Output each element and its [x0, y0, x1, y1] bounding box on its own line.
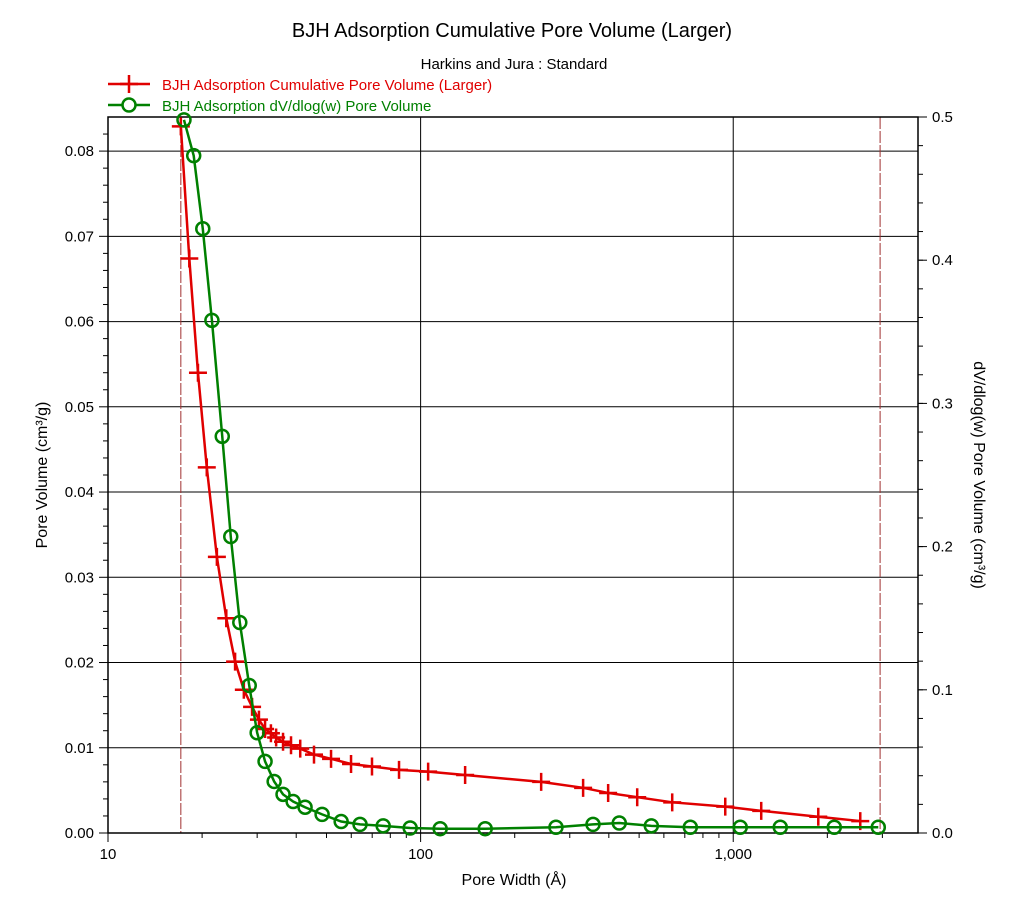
- y-tick-label: 0.01: [65, 740, 94, 757]
- data-point-plus: [574, 778, 593, 797]
- data-point-circle: [232, 614, 248, 631]
- grid: [108, 117, 918, 833]
- data-point-plus: [532, 772, 551, 791]
- data-point-plus: [362, 757, 381, 776]
- data-point-circle: [585, 816, 601, 833]
- y2-tick-label: 0.2: [932, 539, 953, 556]
- data-point-circle: [432, 820, 448, 837]
- y-tick-label: 0.02: [65, 655, 94, 672]
- data-point-plus: [188, 363, 207, 382]
- data-point-plus: [217, 609, 236, 628]
- data-point-circle: [241, 677, 257, 694]
- y-tick-label: 0.07: [65, 228, 94, 245]
- series-line-1: [182, 119, 879, 830]
- data-point-plus: [456, 766, 475, 785]
- data-point-circle: [333, 813, 349, 830]
- data-point-plus: [197, 458, 216, 477]
- data-point-plus: [599, 783, 618, 802]
- data-point-plus: [663, 793, 682, 812]
- y2-tick-label: 0.3: [932, 395, 953, 412]
- y-tick-label: 0.08: [65, 143, 94, 160]
- chart-title: BJH Adsorption Cumulative Pore Volume (L…: [292, 20, 732, 42]
- y2-tick-label: 0.1: [932, 682, 953, 699]
- data-point-circle: [185, 147, 202, 164]
- series-line-0: [179, 126, 861, 823]
- axes: 0.00 0.01 0.02 0.03 0.04 0.05 0.06 0.07 0.08 0.0 0…: [65, 109, 953, 863]
- data-point-circle: [870, 819, 887, 836]
- data-point-circle: [266, 773, 282, 790]
- data-point-plus: [322, 749, 341, 768]
- legend: BJH Adsorption Cumulative Pore Volume (L…: [108, 75, 492, 115]
- data-point-plus: [628, 788, 647, 807]
- data-point-circle: [176, 112, 192, 128]
- x-tick-label: 1,000: [714, 846, 752, 863]
- data-point-circle: [223, 528, 239, 545]
- y2-axis-label: dV/dlog(w) Pore Volume (cm³/g): [970, 361, 987, 589]
- data-point-circle: [772, 819, 789, 836]
- data-point-circle: [732, 819, 748, 836]
- x-tick-label: 10: [100, 846, 117, 863]
- data-point-plus: [291, 739, 310, 758]
- data-point-circle: [257, 753, 273, 770]
- y-tick-label: 0.04: [65, 484, 94, 501]
- data-point-plus: [752, 801, 771, 820]
- data-point-circle: [477, 820, 493, 837]
- series: [171, 112, 887, 837]
- data-point-plus: [716, 797, 735, 816]
- x-axis-label: Pore Width (Å): [462, 870, 567, 889]
- y-tick-label: 0.00: [65, 825, 94, 842]
- legend-plus-marker: [120, 75, 138, 93]
- y2-tick-label: 0.0: [932, 825, 953, 842]
- data-point-circle: [297, 799, 313, 815]
- data-point-circle: [682, 819, 699, 836]
- chart-subtitle: Harkins and Jura : Standard: [421, 56, 608, 73]
- data-point-circle: [249, 725, 265, 741]
- y-tick-label: 0.03: [65, 569, 94, 586]
- y-axis-label: Pore Volume (cm³/g): [34, 402, 51, 549]
- data-point-circle: [402, 820, 418, 836]
- data-point-plus: [207, 547, 226, 566]
- data-point-circle: [643, 818, 660, 834]
- legend-circle-marker: [121, 97, 137, 113]
- data-point-circle: [204, 312, 220, 329]
- legend-label-cumulative: BJH Adsorption Cumulative Pore Volume (L…: [162, 77, 492, 94]
- data-point-circle: [611, 815, 628, 831]
- data-point-plus: [419, 762, 438, 781]
- data-point-plus: [342, 754, 361, 773]
- data-point-plus: [274, 732, 293, 751]
- plot-frame: [107, 116, 919, 834]
- data-point-circle: [314, 806, 330, 823]
- data-point-plus: [180, 249, 199, 268]
- data-point-plus: [390, 760, 409, 779]
- data-point-plus: [305, 745, 324, 764]
- data-point-circle: [548, 819, 564, 836]
- data-point-plus: [226, 652, 245, 671]
- y-tick-label: 0.05: [65, 399, 94, 416]
- data-point-circle: [275, 786, 291, 803]
- data-point-circle: [375, 818, 391, 834]
- data-point-circle: [214, 428, 231, 445]
- data-point-plus: [809, 807, 828, 826]
- data-point-circle: [826, 819, 843, 836]
- legend-label-dvdlogw: BJH Adsorption dV/dlog(w) Pore Volume: [162, 98, 431, 115]
- y2-tick-label: 0.5: [932, 109, 953, 126]
- data-point-circle: [352, 816, 368, 833]
- data-point-circle: [195, 220, 211, 237]
- y2-tick-label: 0.4: [932, 252, 953, 269]
- y-tick-label: 0.06: [65, 314, 94, 331]
- data-point-circle: [285, 793, 301, 810]
- data-point-plus: [282, 736, 301, 755]
- x-tick-label: 100: [408, 846, 433, 863]
